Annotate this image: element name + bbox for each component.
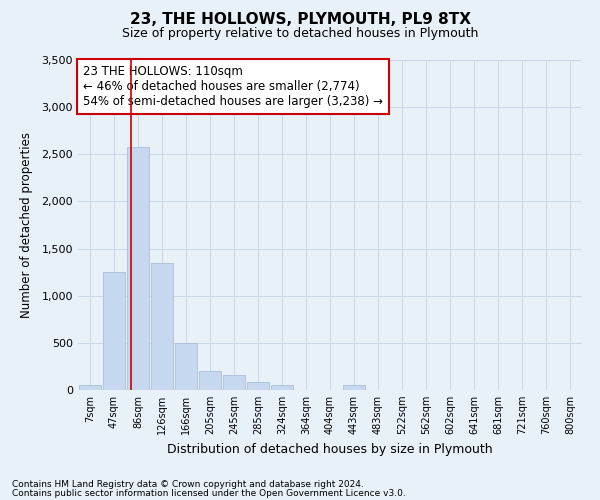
Bar [199, 371, 221, 390]
Bar [175, 343, 197, 390]
Text: 23, THE HOLLOWS, PLYMOUTH, PL9 8TX: 23, THE HOLLOWS, PLYMOUTH, PL9 8TX [130, 12, 470, 28]
Bar [79, 386, 101, 390]
Bar [151, 262, 173, 390]
Bar [247, 382, 269, 390]
Text: Contains public sector information licensed under the Open Government Licence v3: Contains public sector information licen… [12, 488, 406, 498]
Text: 23 THE HOLLOWS: 110sqm
← 46% of detached houses are smaller (2,774)
54% of semi-: 23 THE HOLLOWS: 110sqm ← 46% of detached… [83, 65, 383, 108]
Text: Size of property relative to detached houses in Plymouth: Size of property relative to detached ho… [122, 28, 478, 40]
Text: Contains HM Land Registry data © Crown copyright and database right 2024.: Contains HM Land Registry data © Crown c… [12, 480, 364, 489]
Bar [127, 146, 149, 390]
Bar [343, 386, 365, 390]
X-axis label: Distribution of detached houses by size in Plymouth: Distribution of detached houses by size … [167, 442, 493, 456]
Y-axis label: Number of detached properties: Number of detached properties [20, 132, 33, 318]
Bar [103, 272, 125, 390]
Bar [271, 385, 293, 390]
Bar [223, 376, 245, 390]
